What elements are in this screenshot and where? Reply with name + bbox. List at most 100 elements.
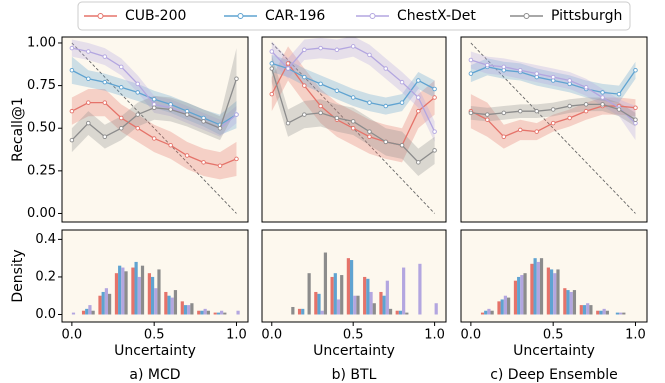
bar	[297, 308, 302, 315]
x-axis-label: Uncertainty	[313, 343, 395, 359]
bar	[517, 276, 521, 315]
x-tick-label: 1.0	[424, 328, 445, 343]
point	[416, 95, 421, 100]
point	[616, 91, 622, 97]
point	[350, 119, 356, 124]
point	[616, 107, 622, 112]
y-axis-label: Recall@1	[10, 97, 26, 162]
bar	[487, 308, 491, 315]
x-tick-label: 0.0	[62, 328, 83, 343]
point	[416, 160, 421, 165]
point	[583, 85, 589, 90]
point	[534, 71, 539, 76]
confidence-band	[271, 37, 435, 142]
bar	[530, 263, 534, 315]
point	[151, 136, 157, 141]
point	[383, 66, 389, 71]
point	[234, 156, 239, 162]
point	[567, 103, 572, 109]
point	[302, 47, 307, 53]
bar	[369, 291, 373, 315]
bar	[104, 288, 108, 315]
y-tick-label: 0.50	[27, 121, 56, 136]
reference-line	[71, 42, 237, 214]
bar	[301, 308, 305, 315]
bar	[121, 267, 125, 315]
x-tick-label: 1.0	[625, 328, 646, 343]
bar	[398, 310, 403, 315]
point	[432, 86, 437, 92]
x-axis-label: Uncertainty	[114, 343, 196, 359]
plot-frame	[261, 229, 447, 323]
bar	[124, 271, 128, 315]
point	[550, 120, 556, 126]
point	[269, 49, 275, 54]
bar	[98, 295, 102, 315]
legend-label: CUB-200	[125, 8, 186, 24]
confidence-band	[271, 46, 435, 163]
point	[399, 79, 405, 85]
bar	[91, 310, 95, 315]
bar	[118, 265, 122, 315]
point	[468, 110, 474, 116]
point	[102, 100, 108, 105]
bar	[586, 303, 590, 315]
bar	[150, 276, 155, 315]
point	[399, 143, 405, 148]
bar	[206, 310, 210, 315]
bar	[137, 276, 141, 315]
bar	[216, 312, 221, 315]
point	[201, 160, 206, 165]
legend-marker	[523, 13, 530, 19]
bar	[503, 295, 507, 315]
bar	[333, 273, 337, 315]
confidence-band	[71, 89, 237, 180]
bar	[379, 291, 383, 315]
point	[119, 85, 124, 90]
point	[550, 74, 556, 80]
bar	[372, 303, 376, 315]
point	[86, 49, 91, 54]
point	[367, 129, 372, 134]
bar	[582, 305, 587, 315]
bar	[154, 288, 158, 315]
bar	[589, 305, 593, 315]
point	[217, 125, 223, 131]
point	[69, 67, 75, 73]
legend-marker	[237, 13, 244, 19]
point	[518, 127, 523, 133]
bar	[480, 312, 485, 315]
bar	[317, 293, 321, 315]
x-tick-label: 1.0	[226, 328, 247, 343]
bar	[605, 310, 609, 315]
x-tick-label: 0.0	[261, 328, 282, 343]
point	[234, 76, 239, 82]
bar	[197, 310, 201, 315]
bar	[533, 258, 537, 315]
plot-layer	[468, 42, 638, 214]
plot-layer	[69, 39, 239, 214]
bar	[320, 310, 324, 315]
bar	[134, 261, 138, 315]
bar	[314, 291, 318, 315]
bar	[81, 310, 86, 315]
point	[217, 163, 223, 168]
bar	[346, 258, 350, 315]
point	[485, 117, 490, 122]
y-tick-label: 0.25	[27, 163, 56, 178]
point	[318, 45, 323, 51]
point	[501, 64, 507, 70]
bar	[569, 291, 573, 315]
point	[468, 57, 474, 63]
bar	[622, 312, 626, 315]
bar	[323, 252, 328, 315]
bar	[363, 276, 367, 315]
legend-label: CAR-196	[265, 8, 325, 24]
point	[135, 125, 140, 131]
point	[285, 61, 291, 66]
confidence-band	[271, 54, 435, 115]
point	[367, 100, 372, 105]
bar	[340, 275, 344, 315]
bar	[213, 312, 217, 315]
bar	[484, 310, 488, 315]
